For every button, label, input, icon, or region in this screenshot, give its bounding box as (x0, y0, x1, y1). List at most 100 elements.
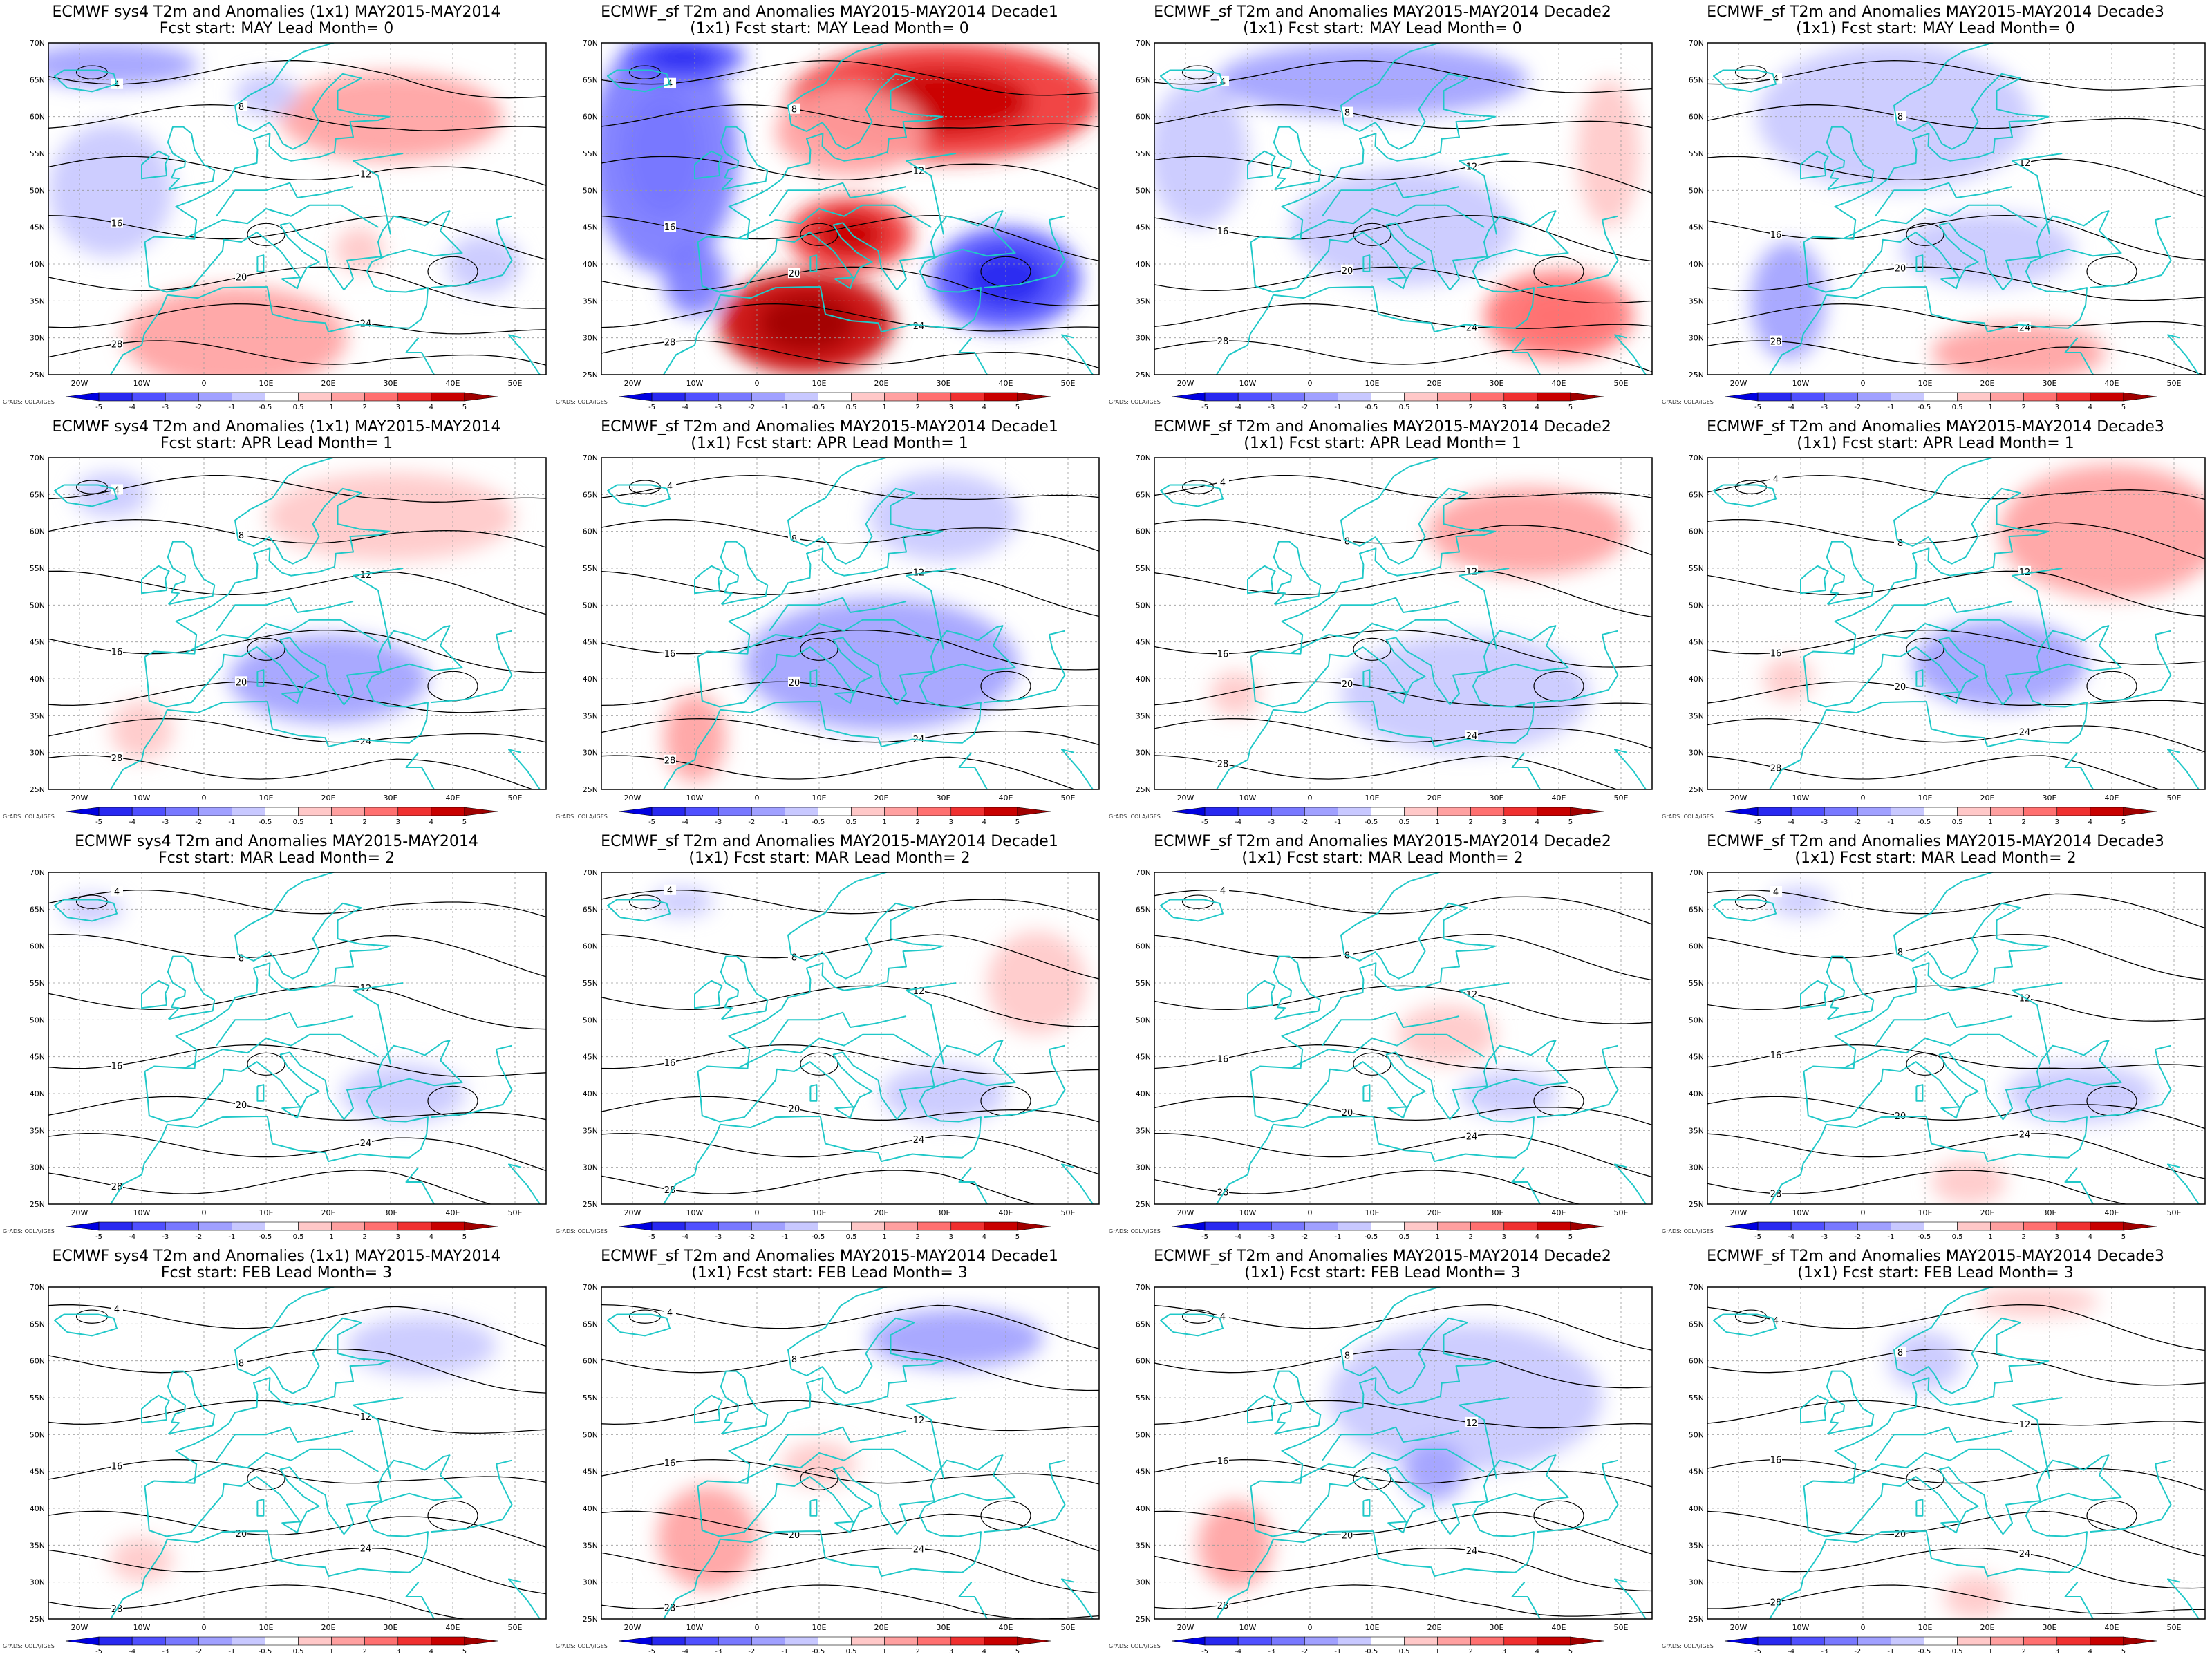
coastline (1250, 458, 1497, 657)
temperature-contour (48, 1132, 546, 1172)
colorbar-swatch (298, 392, 332, 402)
contour-label-bg (111, 751, 123, 762)
colorbar-swatch (651, 807, 686, 816)
contour-label-bg (359, 982, 372, 993)
lat-tick-label: 50N (30, 1430, 45, 1439)
colorbar-tick-label: 4 (2088, 818, 2092, 826)
coastline (1387, 691, 1408, 704)
contour-label: 16 (1770, 1051, 1782, 1061)
colorbar-swatch (1404, 807, 1438, 816)
panel-subtitle: Fcst start: APR Lead Month= 1 (160, 435, 393, 452)
lon-tick-label: 0 (1861, 1623, 1866, 1632)
colorbar-tick-label: 2 (363, 818, 367, 826)
contour-label: 12 (1466, 1418, 1478, 1429)
lon-tick-label: 10E (259, 794, 274, 803)
temperature-contour (1707, 1547, 2205, 1589)
colorbar-tick-label: -4 (129, 1648, 135, 1656)
coastline (1915, 1084, 1924, 1102)
contour-label-bg (664, 884, 676, 895)
contour-label-bg (235, 1099, 247, 1110)
colorbar-tick-label: -5 (648, 404, 655, 411)
temperature-contour (1707, 985, 2205, 1022)
colorbar-tick-label: 0.5 (846, 1648, 857, 1656)
coastline (1061, 1163, 1094, 1204)
colorbar-swatch (851, 1636, 885, 1646)
colorbar-swatch (1757, 1221, 1792, 1231)
temperature-contour (1707, 1096, 2205, 1130)
coastline (1459, 1397, 1510, 1479)
map-panel: ECMWF sys4 T2m and Anomalies (1x1) MAY20… (0, 1244, 553, 1659)
colorbar-tick-label: 1 (1435, 1233, 1439, 1241)
lat-tick-label: 30N (583, 749, 598, 758)
colorbar-swatch (984, 807, 1018, 816)
colorbar-swatch (1437, 392, 1471, 402)
credit-text: GrADS: COLA/IGES (1662, 1228, 1714, 1235)
coastline (1160, 899, 1224, 922)
contour-label: 4 (1220, 886, 1226, 897)
contour-label: 16 (111, 648, 123, 658)
temperature-contour (601, 340, 1099, 369)
contour-label: 20 (236, 273, 247, 283)
colorbar-tick-label: -2 (748, 818, 755, 826)
coastline (167, 541, 216, 606)
colorbar-tick-label: -1 (228, 404, 235, 411)
coastline (216, 1011, 354, 1047)
colorbar-swatch (1304, 1221, 1338, 1231)
lat-tick-label: 40N (1136, 260, 1151, 269)
panel-subtitle: (1x1) Fcst start: APR Lead Month= 1 (1797, 435, 2074, 452)
lon-tick-label: 30E (384, 379, 398, 388)
contour-label-bg (1894, 1347, 1906, 1358)
lat-tick-label: 35N (1136, 297, 1151, 306)
coastline (607, 69, 671, 93)
contour-label: 28 (111, 339, 123, 350)
anomaly-map: 48121620242870N65N60N55N50N45N40N35N30N2… (1109, 868, 1653, 1241)
coastline (1826, 126, 1875, 191)
colorbar-tick-label: 2 (2022, 404, 2026, 411)
colorbar-swatch (1924, 392, 1958, 402)
coastline (2167, 1578, 2200, 1619)
lon-tick-label: 0 (202, 794, 207, 803)
colorbar-tick-label: -5 (95, 1233, 102, 1241)
colorbar-swatch (1338, 1636, 1371, 1646)
lat-tick-label: 60N (1136, 942, 1151, 951)
temperature-contour (601, 519, 1099, 552)
colorbar-tick-label: 3 (1502, 1648, 1506, 1656)
colorbar-swatch (1404, 1636, 1438, 1646)
contour-label-bg (1465, 1416, 1478, 1427)
lon-tick-label: 10W (686, 379, 704, 388)
colorbar-swatch (1824, 392, 1858, 402)
coastline (958, 1582, 988, 1619)
colorbar-swatch (1404, 392, 1438, 402)
lat-tick-label: 30N (1136, 334, 1151, 343)
coastline (281, 1521, 302, 1534)
panel-subtitle: (1x1) Fcst start: MAY Lead Month= 0 (1243, 20, 1522, 37)
colorbar-tick-label: 3 (1502, 818, 1506, 826)
colorbar-swatch (2023, 1636, 2058, 1646)
lon-tick-label: 10E (812, 1208, 827, 1217)
contour-label: 8 (238, 1359, 244, 1369)
coastline (769, 1426, 907, 1461)
contour-label-bg (1465, 160, 1478, 171)
lat-tick-label: 55N (583, 979, 598, 988)
contour-label-bg (664, 221, 676, 232)
colorbar-swatch (1891, 807, 1924, 816)
colorbar-tick-label: -2 (195, 818, 202, 826)
colorbar-swatch (651, 392, 686, 402)
colorbar-tick-label: 5 (2121, 818, 2126, 826)
lon-tick-label: 30E (384, 794, 398, 803)
temperature-contour (1707, 1132, 2205, 1179)
colorbar-swatch (1338, 807, 1371, 816)
lon-tick-label: 20W (624, 1208, 641, 1217)
coastline (281, 1106, 302, 1119)
coastline (54, 1313, 118, 1337)
colorbar-swatch (1757, 807, 1792, 816)
coastline (1803, 1287, 2050, 1487)
colorbar-tick-label: -0.5 (1918, 404, 1931, 411)
credit-text: GrADS: COLA/IGES (1662, 814, 1714, 820)
temperature-contour (247, 223, 285, 246)
colorbar-tick-label: 0.5 (846, 1233, 857, 1241)
colorbar-tick-label: -4 (682, 818, 688, 826)
lat-tick-label: 65N (583, 1320, 598, 1329)
lon-tick-label: 20W (624, 794, 641, 803)
contour-label: 16 (1217, 227, 1229, 237)
